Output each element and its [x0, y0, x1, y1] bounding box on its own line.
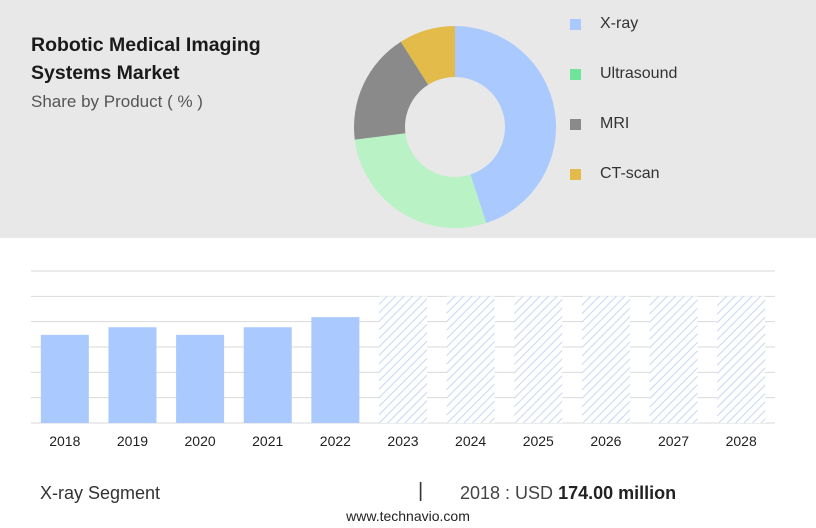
donut-slice-ctscan: [400, 26, 455, 85]
forecast-bar-2023: [379, 296, 427, 423]
legend-label-ctscan: CT-scan: [600, 165, 660, 182]
legend-label-mri: MRI: [600, 115, 630, 132]
x-tick-label-2027: 2027: [658, 433, 689, 449]
legend-swatch-ctscan: [570, 169, 581, 180]
legend: X-ray Ultrasound MRI CT-scan: [570, 14, 677, 214]
x-tick-label-2026: 2026: [590, 433, 621, 449]
bar-2020: [176, 334, 225, 423]
x-tick-label-2022: 2022: [320, 433, 351, 449]
forecast-bar-2027: [649, 296, 698, 423]
segment-label: X-ray Segment: [40, 483, 161, 503]
bar-2019: [108, 327, 157, 423]
legend-item-ctscan: CT-scan: [570, 164, 677, 214]
forecast-bar-2026: [581, 296, 630, 423]
x-tick-label-2025: 2025: [523, 433, 554, 449]
x-tick-label-2018: 2018: [49, 433, 80, 449]
legend-swatch-ultrasound: [570, 69, 581, 80]
segment-value-prefix: 2018 : USD: [460, 483, 559, 503]
page-title: Robotic Medical Imaging Systems Market: [31, 34, 261, 84]
donut-slice-ultrasound: [354, 133, 487, 228]
legend-label-ultrasound: Ultrasound: [600, 65, 678, 82]
legend-swatch-mri: [570, 119, 581, 130]
bar-chart: 2018 2019 2020 2021 2022 2023 2024 2025 2026 2027…: [31, 270, 775, 449]
bar-2022: [311, 317, 360, 423]
legend-item-xray: X-ray: [570, 14, 677, 64]
x-tick-label-2028: 2028: [726, 433, 757, 449]
donut-slice-mri: [354, 41, 429, 140]
footer-divider: |: [418, 480, 424, 502]
bar-2021: [243, 327, 292, 423]
segment-value-amount: 174.00 million: [558, 483, 677, 503]
bar-2018: [40, 334, 89, 423]
source-link[interactable]: www.technavio.com: [346, 508, 470, 524]
x-tick-label-2020: 2020: [185, 433, 216, 449]
x-tick-label-2024: 2024: [455, 433, 486, 449]
legend-item-mri: MRI: [570, 114, 677, 164]
segment-value: 2018 : USD 174.00 million: [460, 483, 676, 504]
legend-item-ultrasound: Ultrasound: [570, 64, 677, 114]
donut-chart: [354, 26, 556, 228]
forecast-bar-2028: [717, 296, 766, 423]
x-tick-label-2023: 2023: [387, 433, 418, 449]
x-tick-label-2019: 2019: [117, 433, 148, 449]
forecast-bar-2024: [446, 296, 495, 423]
legend-label-xray: X-ray: [600, 15, 639, 32]
legend-swatch-xray: [570, 19, 581, 30]
x-tick-label-2021: 2021: [252, 433, 283, 449]
forecast-bar-2025: [514, 296, 563, 423]
donut-slice-xray: [455, 26, 556, 224]
chart-subtitle: Share by Product ( % ): [31, 92, 203, 111]
